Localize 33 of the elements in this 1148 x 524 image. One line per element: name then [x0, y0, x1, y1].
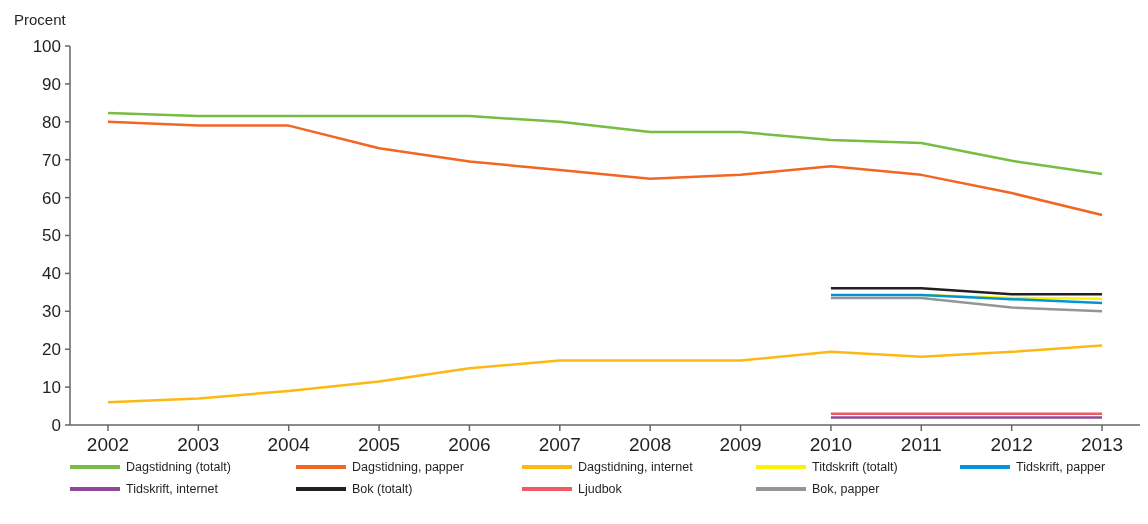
legend-label: Dagstidning, internet — [578, 460, 694, 475]
legend-label: Titdskrift (totalt) — [812, 460, 898, 475]
y-axis-title: Procent — [14, 11, 67, 28]
x-tick-label: 2003 — [177, 434, 220, 455]
legend-label: Dagstidning (totalt) — [126, 460, 231, 475]
legend-label: Tidskrift, papper — [1016, 460, 1106, 475]
x-tick-label: 2005 — [357, 434, 401, 455]
y-tick-label: 30 — [42, 302, 61, 322]
legend-label: Bok, papper — [812, 482, 880, 497]
legend-label: Bok (totalt) — [352, 482, 413, 497]
y-tick-label: 70 — [42, 150, 61, 170]
x-tick-label: 2004 — [267, 434, 311, 455]
x-tick-label: 2012 — [990, 434, 1033, 455]
y-tick-label: 20 — [42, 340, 61, 360]
y-tick-label: 10 — [42, 378, 61, 398]
y-tick-label: 100 — [32, 36, 61, 56]
y-tick-label: 40 — [42, 264, 61, 284]
legend-label: Tidskrift, internet — [126, 482, 219, 497]
y-tick-label: 90 — [42, 74, 61, 94]
x-tick-label: 2006 — [448, 434, 491, 455]
legend-label: Dagstidning, papper — [352, 460, 464, 475]
y-tick-label: 50 — [42, 226, 61, 246]
x-tick-label: 2010 — [809, 434, 853, 455]
x-tick-label: 2007 — [538, 434, 581, 455]
x-tick-label: 2002 — [86, 434, 130, 455]
y-tick-label: 80 — [42, 112, 61, 132]
x-tick-label: 2008 — [629, 434, 672, 455]
x-tick-label: 2011 — [900, 434, 942, 455]
x-tick-label: 2013 — [1080, 434, 1124, 455]
y-tick-label: 60 — [42, 188, 61, 208]
x-tick-label: 2009 — [719, 434, 762, 455]
y-tick-label: 0 — [51, 415, 61, 435]
legend-label: Ljudbok — [578, 482, 623, 497]
